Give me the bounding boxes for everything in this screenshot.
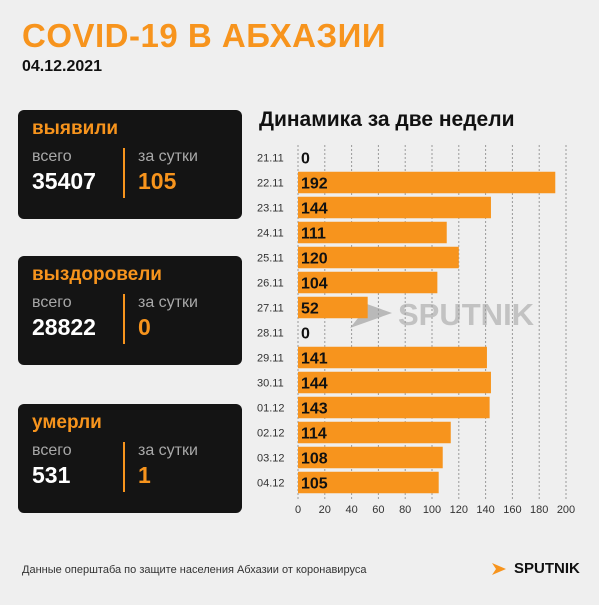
data-label: 120 [301, 251, 328, 268]
y-tick-label: 29.11 [257, 353, 284, 365]
bar [298, 446, 443, 469]
divider [123, 148, 125, 198]
x-tick-label: 80 [399, 504, 411, 516]
bar [298, 296, 368, 319]
report-date: 04.12.2021 [22, 58, 103, 75]
data-label: 111 [301, 226, 326, 243]
y-tick-label: 30.11 [257, 378, 284, 390]
data-label: 141 [301, 351, 328, 368]
card-title: умерли [32, 412, 102, 433]
brand-name: SPUTNIK [514, 560, 580, 577]
sputnik-logo-icon [492, 562, 506, 575]
x-tick-label: 140 [476, 504, 494, 516]
y-tick-label: 22.11 [257, 178, 284, 190]
bar [298, 196, 491, 219]
total-value: 28822 [32, 314, 96, 340]
divider [123, 442, 125, 492]
x-tick-label: 0 [295, 504, 301, 516]
data-label: 0 [301, 326, 310, 343]
x-tick-label: 120 [450, 504, 468, 516]
bar [298, 221, 447, 244]
x-tick-label: 160 [503, 504, 521, 516]
bar [298, 396, 490, 419]
bar [298, 421, 451, 444]
x-tick-label: 60 [372, 504, 384, 516]
page-title: COVID-19 В АБХАЗИИ [22, 17, 387, 54]
data-label: 114 [301, 426, 327, 443]
y-tick-label: 24.11 [257, 228, 284, 240]
y-tick-label: 03.12 [257, 453, 285, 465]
bar [298, 271, 438, 294]
data-label: 144 [301, 201, 328, 218]
bar [298, 346, 487, 369]
bar [298, 471, 439, 494]
card-detected: выявили всего за сутки 35407 105 [18, 110, 242, 219]
card-recovered: выздоровели всего за сутки 28822 0 [18, 256, 242, 365]
x-tick-label: 200 [557, 504, 575, 516]
y-tick-label: 04.12 [257, 478, 285, 490]
total-label: всего [32, 148, 72, 165]
chart-title: Динамика за две недели [259, 108, 515, 131]
data-label: 143 [301, 401, 328, 418]
y-tick-label: 28.11 [257, 328, 284, 340]
y-tick-label: 25.11 [257, 253, 284, 265]
data-label: 144 [301, 376, 328, 393]
data-label: 192 [301, 176, 328, 193]
y-tick-label: 27.11 [257, 303, 284, 315]
data-label: 0 [301, 151, 310, 168]
total-value: 35407 [32, 168, 96, 194]
daily-label: за сутки [138, 442, 198, 459]
bar [298, 171, 556, 194]
x-tick-label: 100 [423, 504, 441, 516]
daily-label: за сутки [138, 294, 198, 311]
y-tick-label: 26.11 [257, 278, 284, 290]
bar [298, 246, 459, 269]
source-note: Данные оперштаба по защите населения Абх… [22, 564, 367, 576]
brand-logo: SPUTNIK [492, 560, 580, 577]
data-label: 52 [301, 301, 319, 318]
x-tick-label: 40 [345, 504, 357, 516]
data-label: 104 [301, 276, 328, 293]
watermark-text: SPUTNIK [398, 297, 535, 332]
y-tick-label: 02.12 [257, 428, 285, 440]
card-title: выздоровели [32, 264, 162, 285]
y-tick-label: 01.12 [257, 403, 285, 415]
card-deaths: умерли всего за сутки 531 1 [18, 404, 242, 513]
daily-label: за сутки [138, 148, 198, 165]
y-tick-label: 21.11 [257, 153, 284, 165]
card-title: выявили [32, 118, 119, 139]
daily-value: 105 [138, 168, 177, 194]
x-tick-label: 20 [319, 504, 331, 516]
daily-value: 0 [138, 314, 151, 340]
divider [123, 294, 125, 344]
total-value: 531 [32, 462, 71, 488]
y-tick-label: 23.11 [257, 203, 284, 215]
data-label: 108 [301, 451, 328, 468]
total-label: всего [32, 294, 72, 311]
data-label: 105 [301, 476, 328, 493]
x-tick-label: 180 [530, 504, 548, 516]
total-label: всего [32, 442, 72, 459]
bar [298, 371, 491, 394]
sputnik-watermark: SPUTNIK [350, 297, 535, 332]
daily-value: 1 [138, 462, 151, 488]
